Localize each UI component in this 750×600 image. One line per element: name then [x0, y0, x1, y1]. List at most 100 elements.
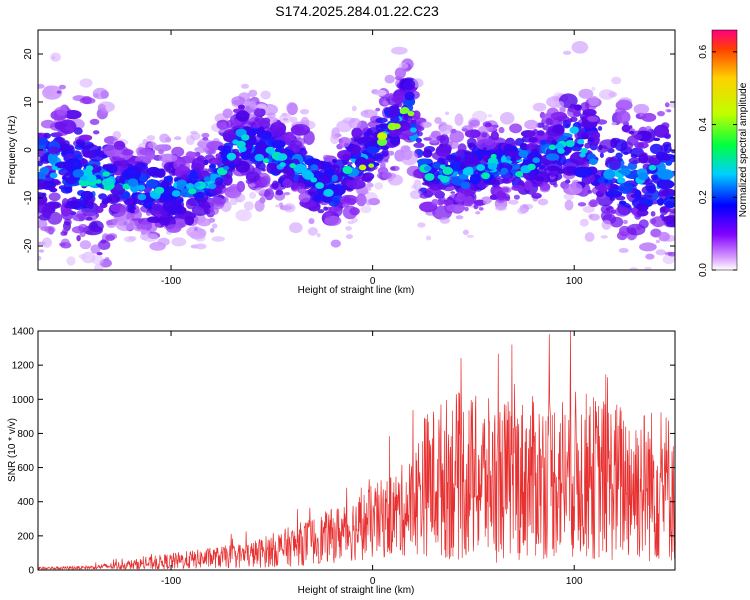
heatmap-cell [475, 211, 481, 215]
heatmap-cell [417, 222, 426, 228]
heatmap-peak-cell [203, 176, 211, 182]
heatmap-cell [209, 196, 225, 210]
heatmap-cell [455, 215, 464, 220]
heatmap-cell [49, 172, 58, 179]
heatmap-peak-cell [185, 183, 194, 190]
snr-y-ticks: 0 200 400 600 800 1000 1200 1400 [12, 327, 675, 577]
heatmap-cell [235, 209, 252, 222]
heatmap-cell [129, 210, 135, 214]
heatmap-cell [80, 190, 94, 201]
heatmap-cell [614, 206, 630, 217]
heatmap-cell [604, 179, 609, 184]
heatmap-cell [179, 164, 185, 167]
heatmap-cell [66, 256, 76, 266]
heatmap-cell [495, 205, 507, 211]
heatmap-cell [636, 209, 649, 217]
heatmap-cell [60, 186, 73, 194]
heatmap-cell [156, 216, 171, 226]
heatmap-cell [401, 149, 413, 161]
heatmap-cell [536, 130, 545, 137]
heatmap-cell [284, 131, 295, 142]
heatmap-cell [122, 167, 141, 181]
heatmap-peak-cell [648, 164, 657, 171]
heatmap-cell [523, 180, 533, 191]
heatmap-cell [629, 209, 637, 213]
heatmap-cell [110, 203, 128, 213]
heatmap-cell [388, 129, 401, 137]
heatmap-peak-cell [226, 152, 237, 161]
heatmap-cell [644, 266, 652, 270]
heatmap-peak-cell [289, 163, 296, 169]
heatmap-cell [509, 123, 523, 134]
heatmap-cell [628, 157, 642, 164]
colorbar-gradient [711, 29, 738, 271]
heatmap-cell [244, 101, 257, 114]
heatmap-cell [112, 131, 122, 140]
heatmap-cell [596, 119, 608, 125]
heatmap-peak-cell [620, 167, 631, 176]
heatmap-cell [464, 206, 469, 212]
heatmap-cell [64, 110, 82, 120]
heatmap-cell [271, 180, 279, 189]
heatmap-cell [298, 192, 311, 203]
heatmap-cell [324, 168, 335, 177]
heatmap-cell [284, 192, 291, 196]
heatmap-cell [282, 178, 293, 188]
colorbar-label: Normalized spectral amplitude [738, 82, 749, 217]
heatmap-cell [215, 153, 222, 159]
heatmap-cell [256, 143, 269, 156]
heatmap-cell [356, 193, 367, 207]
heatmap-cell [549, 178, 557, 186]
snr-panel: -100 0 100 0 200 400 600 800 1000 1200 1400 Heigh… [7, 327, 676, 596]
heatmap-cell [222, 174, 233, 186]
heatmap-cell [646, 194, 653, 198]
heatmap-cell [473, 204, 479, 210]
heatmap-cell [582, 205, 595, 213]
heatmap-cell [489, 194, 499, 200]
heatmap-cell [254, 116, 260, 122]
heatmap-cell [334, 133, 342, 138]
heatmap-cell [456, 193, 466, 202]
heatmap-cell [155, 222, 162, 228]
heatmap-cell [72, 214, 86, 222]
heatmap-cell [639, 242, 657, 252]
heatmap-cell [146, 166, 161, 177]
heatmap-cell [400, 78, 416, 91]
heatmap-cell [449, 130, 464, 143]
heatmap-cell [381, 148, 389, 157]
heatmap-cell [656, 198, 665, 206]
heatmap-cell [97, 101, 115, 113]
heatmap-cell [351, 105, 357, 112]
heatmap-cell [289, 222, 303, 234]
heatmap-cell [351, 217, 359, 223]
heatmap-cell [628, 130, 635, 135]
heatmap-peak-cell [616, 177, 626, 184]
colorbar-tick-label: 0.2 [698, 190, 709, 204]
colorbar-tick-label: 0.4 [698, 117, 709, 131]
heatmap-cell [89, 118, 100, 125]
heatmap-cell [71, 226, 85, 234]
heatmap-cell [425, 235, 432, 241]
heatmap-cell [38, 132, 44, 139]
heatmap-cell [373, 153, 384, 162]
heatmap-cell [665, 207, 671, 213]
heatmap-peak-cell [377, 138, 388, 146]
heatmap-cell [158, 149, 164, 155]
heatmap-cell [301, 150, 308, 156]
heatmap-peak-cell [476, 164, 486, 172]
heatmap-cell [667, 109, 672, 113]
heatmap-cell [578, 88, 594, 99]
heatmap-cell [439, 217, 451, 224]
heatmap-peak-cell [440, 175, 450, 183]
heatmap-cell [194, 227, 198, 232]
heatmap-cell [501, 178, 510, 184]
heatmap-cell [501, 187, 510, 193]
heatmap-peak-cell [515, 171, 524, 178]
heatmap-cell [597, 125, 603, 131]
heatmap-cell [290, 124, 310, 136]
heatmap-cell [423, 137, 432, 141]
heatmap-cell [435, 145, 452, 157]
heatmap-cell [171, 146, 185, 157]
heatmap-peak-cell [579, 152, 586, 158]
